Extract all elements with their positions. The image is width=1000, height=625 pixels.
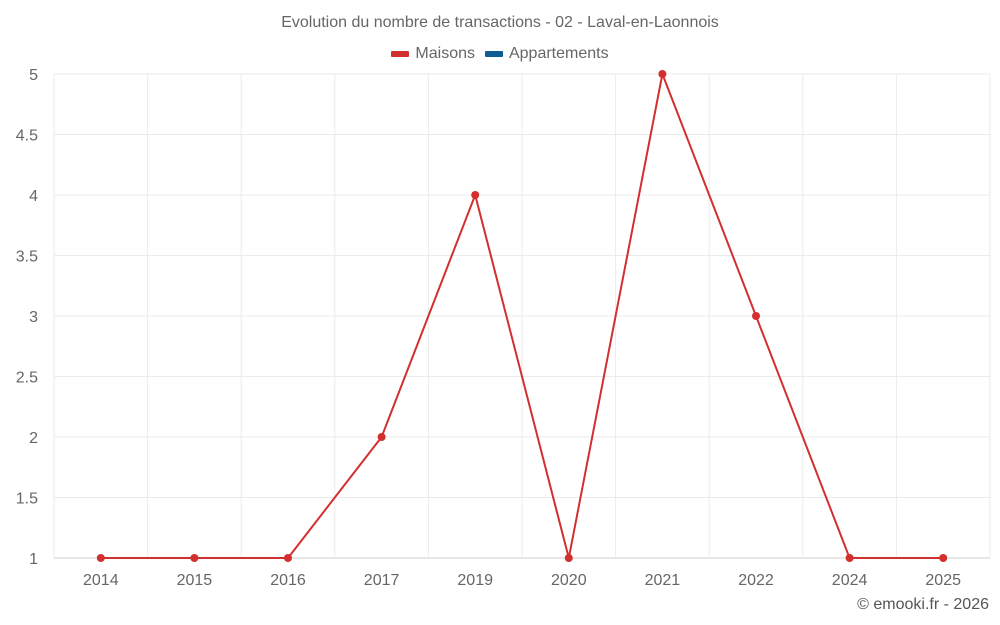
x-tick-label-4: 2019 [457, 572, 493, 589]
x-tick-label-3: 2017 [364, 572, 400, 589]
data-point-maisons-2024 [845, 554, 854, 562]
x-tick-label-9: 2025 [925, 572, 961, 589]
series-line-maisons [100, 70, 944, 559]
data-point-maisons-2021 [658, 70, 667, 78]
data-point-maisons-2020 [564, 554, 573, 562]
legend-swatch-appartements [484, 51, 503, 57]
y-tick-label-1: 1.5 [16, 491, 38, 508]
legend-item-maisons[interactable]: Maisons [391, 45, 475, 63]
legend-label-maisons: Maisons [415, 45, 475, 62]
x-tick-label-5: 2020 [551, 572, 587, 589]
x-tick-label-1: 2015 [177, 572, 213, 589]
y-tick-label-8: 5 [29, 67, 38, 84]
data-point-maisons-2015 [190, 554, 199, 562]
y-tick-label-0: 1 [29, 551, 38, 568]
chart-title: Evolution du nombre de transactions - 02… [281, 14, 719, 31]
x-tick-label-2: 2016 [270, 572, 306, 589]
x-tick-label-6: 2021 [645, 572, 681, 589]
legend: Maisons Appartements [0, 45, 1000, 63]
x-tick-label-8: 2024 [832, 572, 868, 589]
y-tick-label-5: 3.5 [16, 249, 38, 266]
y-tick-label-6: 4 [29, 188, 38, 205]
data-point-maisons-2022 [752, 312, 760, 320]
y-tick-label-2: 2 [29, 430, 38, 447]
y-tick-label-3: 2.5 [16, 370, 38, 387]
x-tick-label-0: 2014 [83, 572, 119, 589]
data-point-maisons-2017 [377, 433, 386, 441]
data-point-maisons-2016 [284, 554, 292, 562]
credit-text: © emooki.fr - 2026 [857, 596, 989, 613]
data-point-maisons-2025 [939, 554, 948, 562]
legend-item-appartements[interactable]: Appartements [484, 45, 609, 63]
legend-label-appartements: Appartements [508, 45, 609, 62]
y-tick-label-7: 4.5 [16, 128, 38, 145]
x-tick-label-7: 2022 [738, 572, 774, 589]
y-tick-label-4: 3 [29, 309, 38, 326]
data-point-maisons-2019 [471, 191, 480, 199]
legend-swatch-maisons [391, 51, 410, 57]
data-point-maisons-2014 [96, 554, 105, 562]
